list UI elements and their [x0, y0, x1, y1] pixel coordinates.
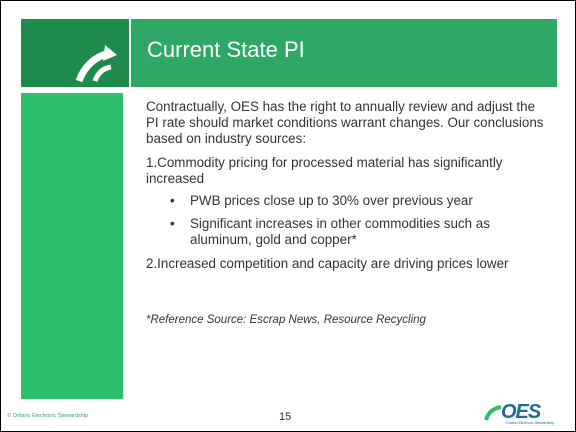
logo-icon — [75, 45, 117, 83]
page-number: 15 — [279, 411, 292, 423]
bullet: PWB prices close up to 30% over previous… — [146, 193, 551, 209]
point: 1.Commodity pricing for processed materi… — [146, 155, 503, 186]
points: 1.Commodity pricing for processed materi… — [146, 155, 551, 272]
logo-tagline: Ontario Electronic Stewardship — [506, 421, 555, 425]
logo-name: OES — [501, 401, 541, 423]
bullet: Significant increases in other commoditi… — [146, 216, 551, 248]
bullet-list: PWB prices close up to 30% over previous… — [146, 193, 551, 248]
title-bar: Current State PI — [131, 19, 557, 87]
title: Current State PI — [147, 37, 305, 62]
copyright: © Ontario Electronic Stewardship — [7, 413, 89, 419]
intro: Contractually, OES has the right to annu… — [146, 99, 544, 146]
reference: *Reference Source: Escrap News, Resource… — [146, 314, 426, 326]
logo-box — [21, 19, 129, 87]
point: 2.Increased competition and capacity are… — [146, 256, 509, 271]
side-bar — [21, 93, 123, 399]
content: Contractually, OES has the right to annu… — [146, 99, 551, 336]
oes-icon — [484, 405, 502, 421]
